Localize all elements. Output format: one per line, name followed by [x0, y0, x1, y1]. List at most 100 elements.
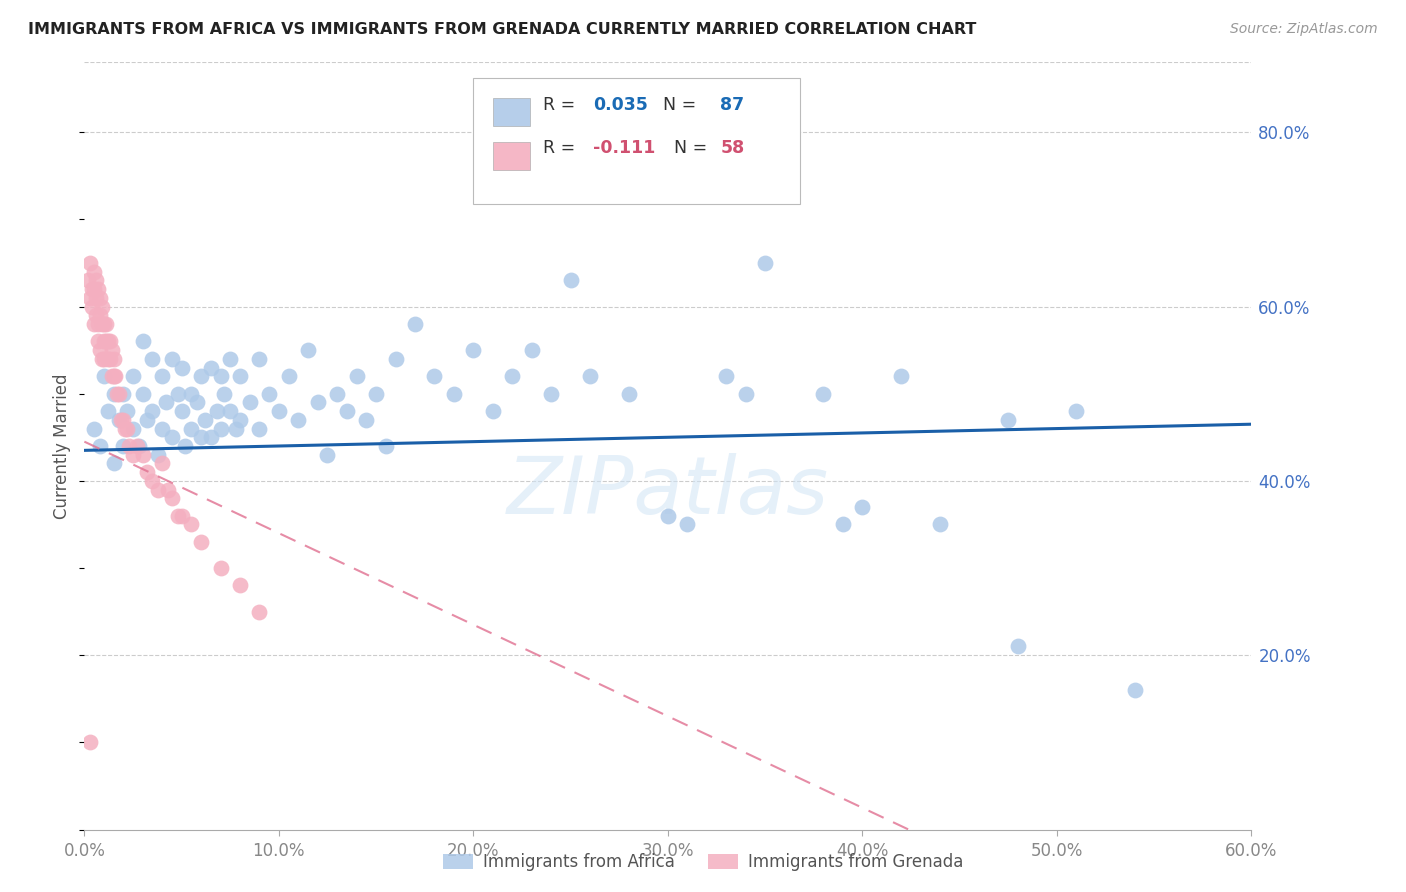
Point	[103, 351, 125, 366]
Point	[98, 351, 121, 366]
Point	[890, 369, 912, 384]
FancyBboxPatch shape	[472, 78, 800, 204]
Point	[112, 413, 135, 427]
Text: N =: N =	[651, 95, 702, 113]
Point	[148, 448, 170, 462]
Point	[170, 404, 193, 418]
Point	[97, 351, 120, 366]
Point	[423, 369, 446, 384]
Point	[108, 386, 131, 401]
Point	[277, 369, 299, 384]
Point	[79, 291, 101, 305]
Point	[84, 273, 107, 287]
Point	[100, 369, 122, 384]
Point	[132, 448, 155, 462]
Point	[657, 508, 679, 523]
Point	[114, 421, 136, 435]
Point	[209, 421, 232, 435]
Point	[90, 351, 112, 366]
Text: 58: 58	[720, 139, 745, 157]
Point	[1123, 683, 1146, 698]
Point	[150, 457, 173, 471]
Point	[160, 430, 183, 444]
Text: R =: R =	[543, 95, 581, 113]
FancyBboxPatch shape	[494, 142, 530, 169]
Point	[754, 256, 776, 270]
Point	[316, 448, 339, 462]
Point	[229, 369, 252, 384]
Text: R =: R =	[543, 139, 581, 157]
Point	[297, 343, 319, 357]
Point	[83, 282, 105, 296]
Point	[239, 395, 262, 409]
Point	[90, 317, 112, 331]
Point	[190, 430, 212, 444]
Point	[229, 578, 252, 592]
Point	[180, 386, 202, 401]
Point	[93, 317, 115, 331]
Point	[135, 413, 157, 427]
Point	[89, 343, 111, 357]
Point	[103, 369, 125, 384]
Point	[115, 421, 138, 435]
Point	[832, 517, 855, 532]
Point	[326, 386, 349, 401]
Point	[79, 256, 101, 270]
Point	[128, 439, 150, 453]
Point	[84, 291, 107, 305]
Point	[90, 300, 112, 314]
Point	[366, 386, 388, 401]
Point	[132, 386, 155, 401]
Point	[83, 265, 105, 279]
Point	[174, 439, 197, 453]
Point	[200, 360, 222, 375]
FancyBboxPatch shape	[494, 98, 530, 126]
Point	[107, 386, 129, 401]
Point	[112, 386, 135, 401]
Point	[94, 334, 117, 349]
Text: 0.035: 0.035	[593, 95, 648, 113]
Point	[98, 334, 121, 349]
Point	[257, 386, 280, 401]
Point	[122, 421, 145, 435]
Point	[200, 430, 222, 444]
Point	[132, 334, 155, 349]
Point	[997, 413, 1019, 427]
Point	[135, 465, 157, 479]
Point	[190, 369, 212, 384]
Point	[160, 491, 183, 506]
Point	[155, 395, 177, 409]
Point	[186, 395, 208, 409]
Point	[443, 386, 465, 401]
Point	[150, 421, 173, 435]
Point	[89, 439, 111, 453]
Point	[716, 369, 738, 384]
Point	[180, 517, 202, 532]
Point	[346, 369, 368, 384]
Point	[148, 483, 170, 497]
Point	[82, 282, 104, 296]
Point	[170, 360, 193, 375]
Point	[89, 291, 111, 305]
Point	[166, 386, 188, 401]
Point	[87, 334, 110, 349]
Point	[122, 448, 145, 462]
Point	[560, 273, 582, 287]
Point	[110, 413, 132, 427]
Text: Source: ZipAtlas.com: Source: ZipAtlas.com	[1230, 22, 1378, 37]
Point	[205, 404, 228, 418]
Point	[734, 386, 756, 401]
Point	[160, 351, 183, 366]
Point	[103, 457, 125, 471]
Point	[851, 500, 873, 514]
Point	[125, 439, 148, 453]
Point	[214, 386, 236, 401]
Point	[190, 534, 212, 549]
Y-axis label: Currently Married: Currently Married	[53, 373, 72, 519]
Point	[103, 386, 125, 401]
Point	[676, 517, 699, 532]
Point	[249, 605, 271, 619]
Point	[94, 317, 117, 331]
Point	[93, 369, 115, 384]
Point	[83, 421, 105, 435]
